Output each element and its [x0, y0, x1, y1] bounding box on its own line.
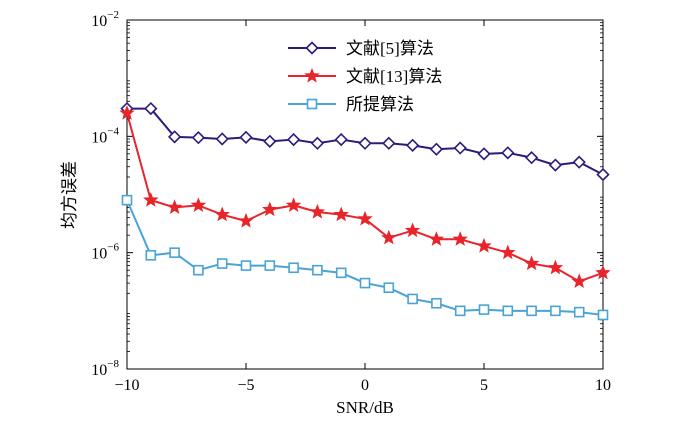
y-tick-label: 10−4: [91, 125, 119, 146]
data-point: [550, 305, 561, 317]
data-point: [477, 147, 491, 161]
data-point: [453, 141, 467, 155]
data-point: [240, 260, 252, 271]
x-tick-label: −5: [237, 377, 254, 394]
legend-item: 文献[13]算法: [288, 67, 442, 86]
data-point: [310, 136, 325, 150]
data-point: [215, 132, 229, 146]
data-point: [309, 203, 326, 219]
y-tick-label-base: 10: [91, 362, 107, 379]
data-point: [382, 136, 396, 150]
data-point: [405, 138, 420, 152]
data-point: [548, 158, 563, 172]
data-point: [501, 146, 515, 160]
data-point: [524, 151, 539, 165]
legend-item: 所提算法: [288, 95, 414, 114]
data-point: [572, 155, 586, 169]
data-point: [121, 194, 133, 206]
data-point: [169, 247, 180, 258]
legend-marker: [306, 98, 318, 110]
data-point: [216, 258, 228, 269]
data-point: [596, 167, 610, 182]
series-2: [119, 105, 611, 289]
data-point: [404, 222, 421, 238]
legend-label: 文献[13]算法: [346, 67, 442, 86]
data-point: [285, 197, 302, 212]
legend-label: 所提算法: [346, 95, 414, 114]
y-tick-label-base: 10: [91, 129, 107, 146]
data-point: [238, 212, 254, 228]
data-point: [428, 231, 445, 246]
data-point: [312, 264, 323, 276]
data-point: [454, 305, 466, 317]
data-point: [597, 309, 609, 321]
data-point: [144, 101, 158, 116]
data-point: [333, 206, 349, 222]
x-tick-label: 10: [595, 377, 611, 394]
series-3: [121, 194, 609, 321]
data-point: [526, 305, 537, 317]
legend-marker: [305, 41, 319, 55]
data-point: [502, 305, 514, 317]
y-tick-label-exp: −8: [107, 358, 119, 370]
x-axis-label: SNR/dB: [336, 398, 394, 417]
legend-marker: [304, 67, 320, 83]
y-tick-label: 10−8: [91, 358, 119, 379]
data-point: [358, 136, 372, 150]
data-point: [143, 192, 159, 207]
data-point: [452, 231, 468, 246]
data-point: [359, 277, 371, 289]
data-point: [264, 260, 276, 271]
data-point: [381, 229, 397, 245]
y-tick-label-exp: −4: [107, 125, 119, 137]
data-point: [476, 237, 492, 253]
data-point: [190, 197, 207, 212]
data-point: [478, 304, 490, 315]
data-point: [191, 130, 206, 145]
data-point: [286, 132, 301, 147]
data-point: [523, 255, 540, 271]
data-point: [573, 306, 585, 318]
data-point: [571, 273, 587, 289]
data-point: [239, 130, 253, 144]
data-point: [288, 262, 299, 274]
series-1: [120, 101, 610, 182]
data-point: [429, 142, 444, 156]
data-point: [357, 210, 373, 226]
x-tick-label: 5: [480, 377, 488, 394]
legend-item: 文献[5]算法: [288, 39, 434, 58]
data-point: [431, 297, 442, 309]
data-point: [334, 132, 348, 147]
x-tick-label: 0: [361, 377, 369, 394]
data-point: [262, 201, 278, 217]
data-point: [595, 264, 611, 280]
y-tick-label-exp: −6: [107, 242, 119, 254]
data-point: [547, 259, 564, 275]
data-point: [500, 244, 516, 260]
y-tick-label-exp: −2: [107, 9, 119, 21]
data-point: [214, 206, 230, 222]
data-point: [166, 199, 183, 214]
y-tick-label: 10−6: [91, 242, 119, 263]
data-point: [407, 293, 418, 305]
y-tick-label: 10−2: [91, 9, 119, 30]
data-point: [383, 282, 395, 293]
data-point: [145, 250, 157, 261]
y-tick-label-base: 10: [91, 13, 107, 30]
y-tick-label-base: 10: [91, 246, 107, 263]
data-point: [335, 267, 347, 279]
data-point: [193, 264, 204, 276]
data-point: [167, 130, 182, 144]
x-tick-label: −10: [114, 377, 139, 394]
y-axis-label: 均方误差: [60, 161, 79, 229]
data-point: [119, 105, 135, 120]
series-layer: [119, 101, 611, 321]
legend-label: 文献[5]算法: [346, 39, 434, 58]
data-point: [263, 134, 277, 148]
